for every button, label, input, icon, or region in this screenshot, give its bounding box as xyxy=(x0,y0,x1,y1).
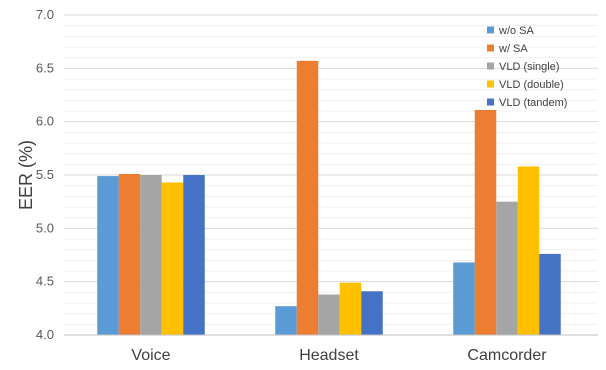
y-axis-title: EER (%) xyxy=(16,140,36,210)
legend-label: w/o SA xyxy=(498,25,535,37)
y-axis-ticks: 4.0 4.5 5.0 5.5 6.0 6.5 7.0 xyxy=(36,7,54,342)
bar-camcorder-w-sa xyxy=(474,109,497,335)
x-category-label: Camcorder xyxy=(467,347,547,364)
x-category-label: Voice xyxy=(131,347,170,364)
bar-voice-vld-tandem xyxy=(183,175,205,335)
bar-camcorder-vld-tandem xyxy=(539,253,561,335)
legend-swatch xyxy=(487,26,494,34)
y-tick-label: 4.5 xyxy=(36,274,54,289)
bar-headset-vld-single xyxy=(318,294,340,335)
bar-headset-w-sa xyxy=(296,60,319,335)
legend-swatch xyxy=(487,62,494,70)
bar-headset-vld-tandem xyxy=(361,291,383,335)
y-tick-label: 5.0 xyxy=(36,220,54,235)
legend-swatch xyxy=(487,44,494,52)
y-tick-label: 4.0 xyxy=(36,327,54,342)
bar-camcorder-w-o-sa xyxy=(453,262,475,335)
bar-voice-vld-double xyxy=(161,182,184,335)
legend-label: VLD (double) xyxy=(499,79,564,91)
bar-camcorder-vld-single xyxy=(496,201,518,335)
legend-swatch xyxy=(487,80,494,88)
legend-label: VLD (single) xyxy=(499,61,560,73)
bar-headset-vld-double xyxy=(339,282,362,335)
bar-voice-w-sa xyxy=(118,173,141,335)
y-tick-label: 7.0 xyxy=(36,7,54,22)
bar-headset-w-o-sa xyxy=(275,306,297,335)
bars xyxy=(97,60,561,335)
x-category-label: Headset xyxy=(299,347,359,364)
bar-voice-vld-single xyxy=(140,175,162,335)
legend-label: w/ SA xyxy=(498,43,528,55)
legend-swatch xyxy=(487,98,494,106)
y-tick-label: 6.0 xyxy=(36,114,54,129)
y-tick-label: 6.5 xyxy=(36,60,54,75)
y-tick-label: 5.5 xyxy=(36,167,54,182)
legend-label: VLD (tandem) xyxy=(499,97,567,109)
x-axis: Voice Headset Camcorder xyxy=(64,334,598,364)
legend: w/o SA w/ SA VLD (single) VLD (double) VLD (… xyxy=(487,25,567,109)
bar-voice-w-o-sa xyxy=(97,176,119,335)
bar-camcorder-vld-double xyxy=(517,166,540,335)
